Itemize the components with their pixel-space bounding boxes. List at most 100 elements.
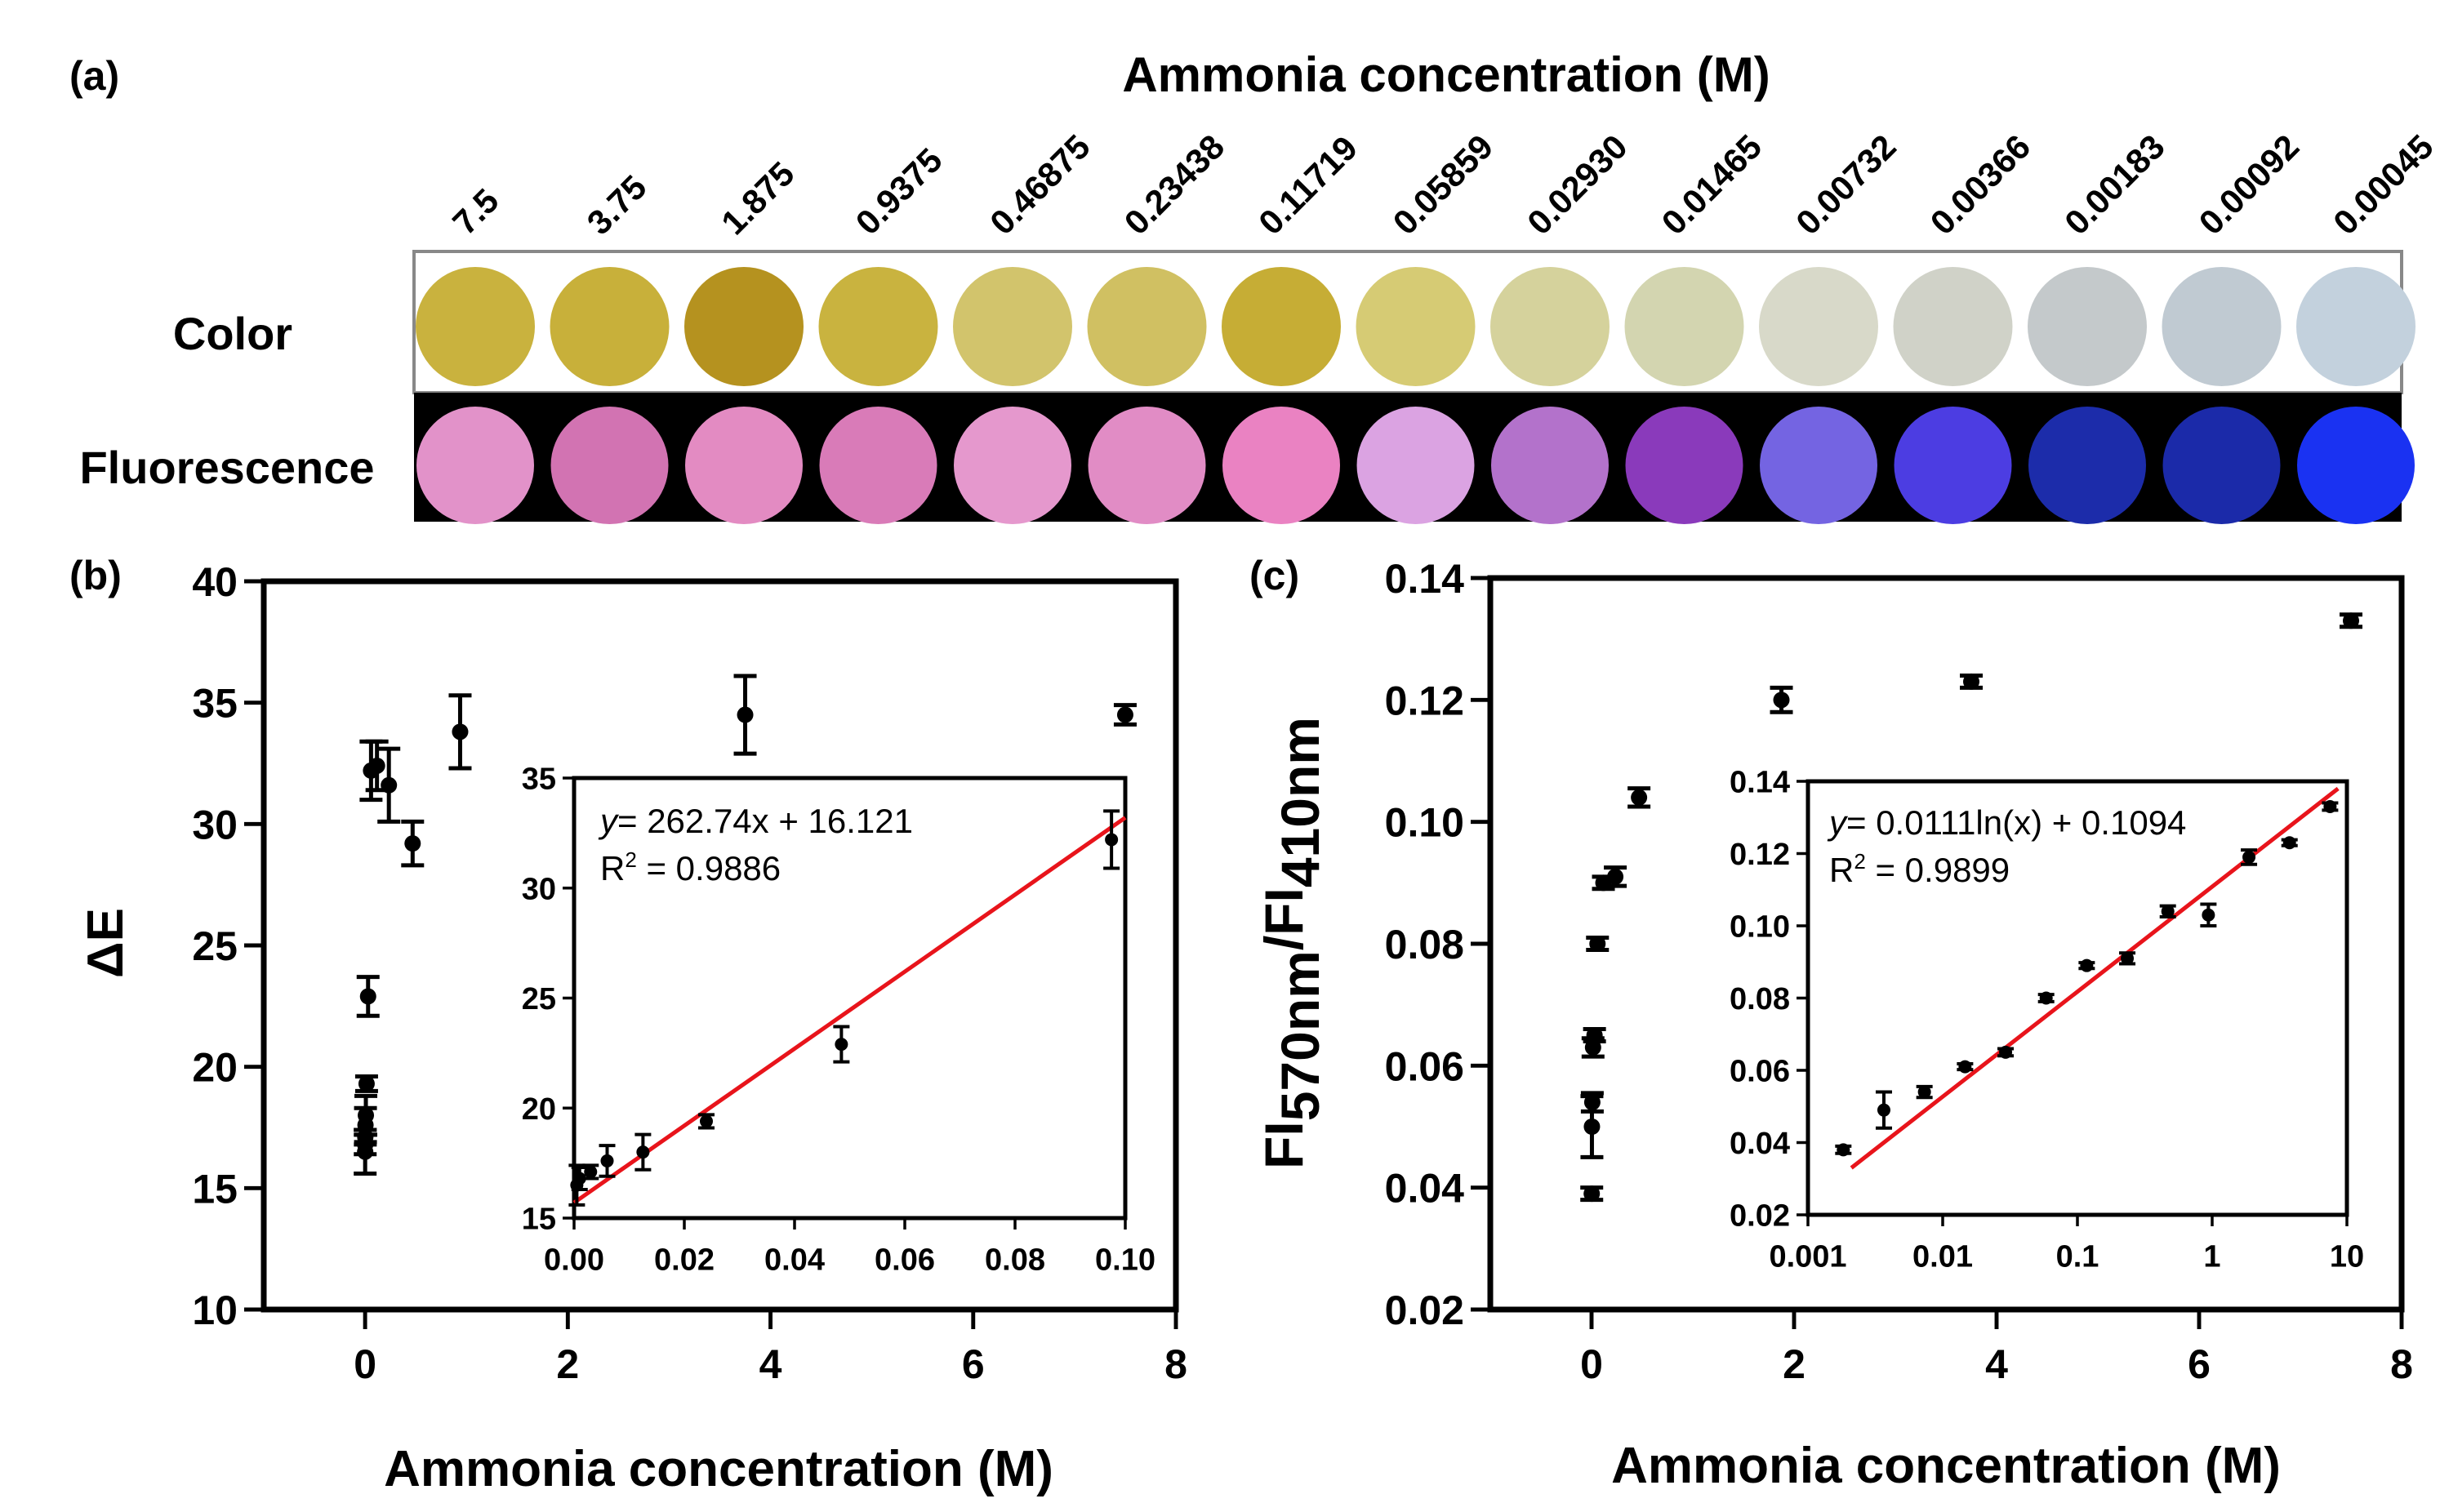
y-axis-label: ΔE [78, 908, 134, 978]
chart-b-inset: 15 20 25 30 35 0.00 0.02 0.04 0.06 0.08 0.10 y= 262… [522, 763, 1155, 1278]
data-point [733, 674, 757, 756]
x-tick-label: 0.04 [764, 1243, 825, 1277]
data-point [359, 739, 383, 803]
x-tick-label: 0.1 [2056, 1239, 2099, 1274]
marker [2202, 908, 2215, 922]
color-well [2162, 267, 2282, 386]
y-tick-label: 0.02 [1385, 1287, 1464, 1333]
chart-c-inset: 0.020.040.060.080.100.120.140.001 0.01 0.1… [1730, 766, 2364, 1274]
y-tick-label: 30 [522, 872, 556, 906]
x-tick-label: 8 [2390, 1341, 2413, 1387]
fluorescence-well [1625, 407, 1743, 524]
fluorescence-well [2028, 407, 2146, 524]
color-well [818, 267, 938, 386]
x-tick-label: 2 [1783, 1341, 1806, 1387]
marker [636, 1145, 650, 1159]
y-tick-label: 35 [192, 681, 238, 727]
data-point [2322, 799, 2339, 813]
marker [1773, 692, 1790, 709]
data-point [448, 693, 472, 771]
data-point [1957, 1060, 1974, 1074]
y-tick-label: 0.10 [1730, 910, 1790, 945]
color-well [1222, 267, 1341, 386]
y-tick-label: 40 [192, 559, 238, 605]
marker [1589, 936, 1606, 952]
fluorescence-well [416, 407, 534, 524]
x-tick-label: 4 [759, 1341, 782, 1387]
x-tick-label: 0 [1580, 1341, 1603, 1387]
marker [584, 1165, 598, 1179]
data-point [698, 1113, 715, 1130]
panel-label: (c) [1249, 553, 1299, 598]
r-squared: R2 = 0.9886 [600, 847, 781, 887]
data-point [2159, 904, 2176, 918]
data-point [1581, 1036, 1605, 1059]
data-point [1604, 865, 1627, 888]
marker [2039, 991, 2053, 1005]
equation-rhs: = 0.0111ln(x) + 0.1094 [1846, 803, 2186, 842]
marker [363, 762, 380, 779]
y-tick-label: 25 [522, 982, 556, 1016]
y-tick-label: 0.04 [1730, 1127, 1790, 1161]
y-tick-label: 30 [192, 802, 238, 847]
x-tick-label: 0.02 [654, 1243, 715, 1277]
marker [700, 1114, 713, 1128]
data-point [2119, 951, 2136, 966]
x-tick-label: 0.06 [875, 1243, 935, 1277]
marker [1583, 1118, 1601, 1135]
x-tick-label: 8 [1164, 1341, 1187, 1387]
marker [1584, 1038, 1601, 1056]
data-point [568, 1163, 586, 1207]
y-tick-label: 0.12 [1730, 838, 1790, 872]
marker [1116, 706, 1133, 723]
x-axis-label: Ammonia concentration (M) [384, 1441, 1053, 1497]
marker [2282, 836, 2296, 850]
data-point [2340, 612, 2362, 629]
y-tick-label: 10 [192, 1287, 238, 1333]
y-tick-label: 35 [522, 763, 556, 797]
concentration-label: 1.875 [714, 154, 802, 242]
concentration-label: 0.00732 [1788, 127, 1903, 242]
color-well [1490, 267, 1610, 386]
fluorescence-well [954, 407, 1071, 524]
x-tick-label: 6 [2188, 1341, 2211, 1387]
ylabel-sub-570: 570nm [1270, 950, 1330, 1121]
x-tick-label: 0.001 [1769, 1239, 1846, 1274]
row-label-color: Color [173, 308, 292, 359]
y-tick-label: 0.12 [1385, 678, 1464, 723]
data-point [2281, 836, 2298, 850]
marker [1963, 673, 1979, 690]
r2-superscript: 2 [1854, 849, 1865, 874]
concentration-label: 0.02930 [1520, 127, 1635, 242]
marker [572, 1172, 586, 1185]
panel-a-label: (a) [69, 53, 119, 99]
y-tick-label: 0.06 [1730, 1055, 1790, 1089]
data-point [1835, 1143, 1852, 1157]
x-tick-label: 0.00 [544, 1243, 604, 1277]
marker [2121, 951, 2135, 965]
y-tick-label: 15 [522, 1203, 556, 1237]
data-point [354, 1127, 377, 1176]
marker [2161, 905, 2175, 918]
fit-equation: y= 262.74x + 16.121 [598, 802, 913, 840]
data-point [582, 1163, 599, 1181]
ylabel-sub-410: 410nm [1270, 717, 1330, 887]
equation-y: y [1827, 803, 1849, 842]
data-point [1875, 1090, 1892, 1130]
fluorescence-well [1222, 407, 1340, 524]
marker [2343, 612, 2359, 629]
data-point [1103, 809, 1120, 870]
row-label-fluorescence: Fluorescence [79, 442, 374, 493]
marker [452, 723, 469, 740]
marker [1958, 1060, 1972, 1074]
fluorescence-well [2162, 407, 2281, 524]
y-tick-label: 0.06 [1385, 1043, 1464, 1089]
y-tick-label: 25 [192, 923, 238, 969]
ylabel-fi2: /FI [1253, 887, 1314, 950]
fluorescence-well [1088, 407, 1206, 524]
y-tick-label: 0.02 [1730, 1199, 1790, 1234]
concentration-label: 0.46875 [982, 127, 1098, 242]
fluorescence-well [1760, 407, 1877, 524]
y-tick-label: 0.10 [1385, 800, 1464, 846]
